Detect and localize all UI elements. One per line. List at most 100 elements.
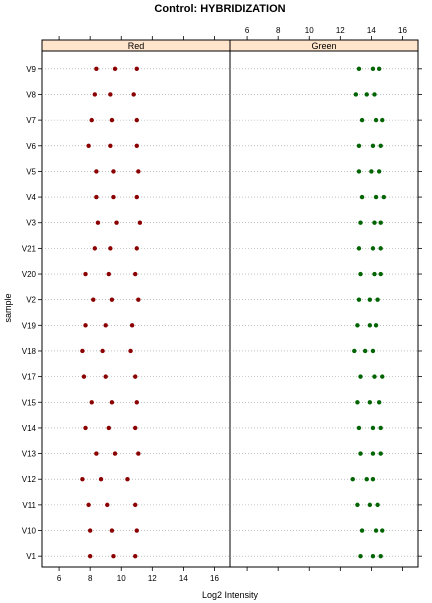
point-red-v19 (129, 323, 135, 328)
y-tick-label: V8 (26, 90, 36, 99)
point-red-v10 (134, 528, 139, 533)
point-red-v13 (94, 451, 99, 456)
point-green-v19 (367, 323, 373, 328)
point-green-v6 (370, 143, 376, 148)
y-tick-label: V19 (22, 321, 37, 330)
point-green-v4 (373, 194, 379, 200)
point-green-v1 (378, 553, 383, 559)
point-red-v21 (134, 246, 139, 251)
point-green-v3 (358, 220, 363, 225)
point-red-v4 (94, 194, 99, 200)
point-red-v13 (112, 451, 118, 456)
point-green-v10 (359, 528, 365, 533)
point-green-v21 (356, 246, 362, 251)
x-tick-label: 16 (210, 574, 219, 583)
x-tick-label: 14 (367, 26, 376, 35)
point-red-v15 (109, 400, 115, 405)
y-tick-label: V7 (26, 116, 36, 125)
point-green-v11 (375, 502, 380, 508)
point-red-v18 (100, 348, 105, 354)
point-red-v14 (83, 425, 88, 431)
point-red-v17 (81, 374, 87, 379)
point-red-v17 (103, 374, 108, 379)
point-red-v21 (108, 246, 113, 251)
point-green-v7 (373, 117, 379, 123)
point-green-v5 (369, 169, 374, 174)
point-red-v21 (92, 246, 98, 251)
point-red-v2 (91, 297, 96, 302)
x-tick-label: 6 (57, 574, 62, 583)
point-green-v20 (358, 271, 363, 277)
strip-label-green: Green (311, 41, 336, 51)
point-green-v12 (364, 477, 369, 482)
point-red-v11 (86, 502, 91, 508)
point-red-v12 (125, 477, 130, 482)
point-green-v15 (367, 400, 373, 405)
y-tick-label: V5 (26, 167, 36, 176)
point-green-v7 (359, 117, 365, 123)
point-green-v5 (376, 169, 382, 174)
point-red-v12 (98, 477, 104, 482)
point-red-v10 (87, 528, 93, 533)
point-green-v13 (358, 451, 363, 456)
y-tick-label: V21 (22, 244, 37, 253)
point-red-v1 (111, 553, 116, 559)
point-red-v9 (94, 66, 99, 72)
point-green-v14 (378, 425, 383, 431)
x-tick-label: 10 (117, 574, 126, 583)
point-green-v20 (378, 271, 383, 277)
x-tick-label: 14 (179, 574, 188, 583)
point-green-v6 (378, 143, 383, 148)
x-tick-label: 12 (336, 26, 345, 35)
point-red-v19 (83, 323, 88, 328)
point-red-v17 (133, 374, 138, 379)
point-green-v18 (370, 348, 376, 354)
point-red-v2 (109, 297, 115, 302)
y-tick-label: V2 (26, 296, 36, 305)
point-red-v18 (80, 348, 85, 354)
point-red-v6 (108, 143, 113, 148)
y-tick-label: V4 (26, 193, 36, 202)
point-green-v1 (358, 553, 363, 559)
point-green-v17 (358, 374, 363, 379)
point-red-v4 (134, 194, 139, 200)
y-tick-label: V3 (26, 219, 36, 228)
x-axis-label: Log2 Intensity (202, 590, 259, 600)
x-tick-label: 8 (276, 26, 281, 35)
point-red-v11 (133, 502, 138, 508)
point-red-v5 (94, 169, 99, 174)
point-red-v15 (89, 400, 94, 405)
point-green-v17 (372, 374, 377, 379)
y-axis-label: sample (3, 293, 13, 322)
point-green-v2 (375, 297, 380, 302)
point-red-v5 (111, 169, 116, 174)
point-green-v4 (359, 194, 365, 200)
point-red-v8 (131, 92, 136, 97)
point-red-v12 (80, 477, 85, 482)
point-green-v19 (355, 323, 360, 328)
chart-title: Control: HYBRIDIZATION (154, 3, 285, 15)
point-red-v7 (109, 117, 115, 123)
point-red-v20 (133, 271, 138, 277)
point-green-v13 (370, 451, 376, 456)
point-green-v18 (352, 348, 357, 354)
point-green-v3 (378, 220, 383, 225)
point-green-v9 (370, 66, 376, 72)
point-red-v18 (128, 348, 133, 354)
point-green-v9 (356, 66, 362, 72)
point-red-v14 (133, 425, 138, 431)
point-green-v1 (370, 553, 376, 559)
y-tick-label: V15 (22, 398, 37, 407)
point-red-v3 (137, 220, 143, 225)
y-tick-label: V17 (22, 373, 37, 382)
y-tick-label: V20 (22, 270, 37, 279)
point-red-v15 (134, 400, 139, 405)
x-tick-label: 12 (148, 574, 157, 583)
point-red-v6 (86, 143, 91, 148)
point-green-v8 (364, 92, 369, 97)
point-green-v13 (378, 451, 383, 456)
point-green-v4 (381, 194, 387, 200)
point-green-v17 (380, 374, 385, 379)
point-green-v15 (376, 400, 382, 405)
